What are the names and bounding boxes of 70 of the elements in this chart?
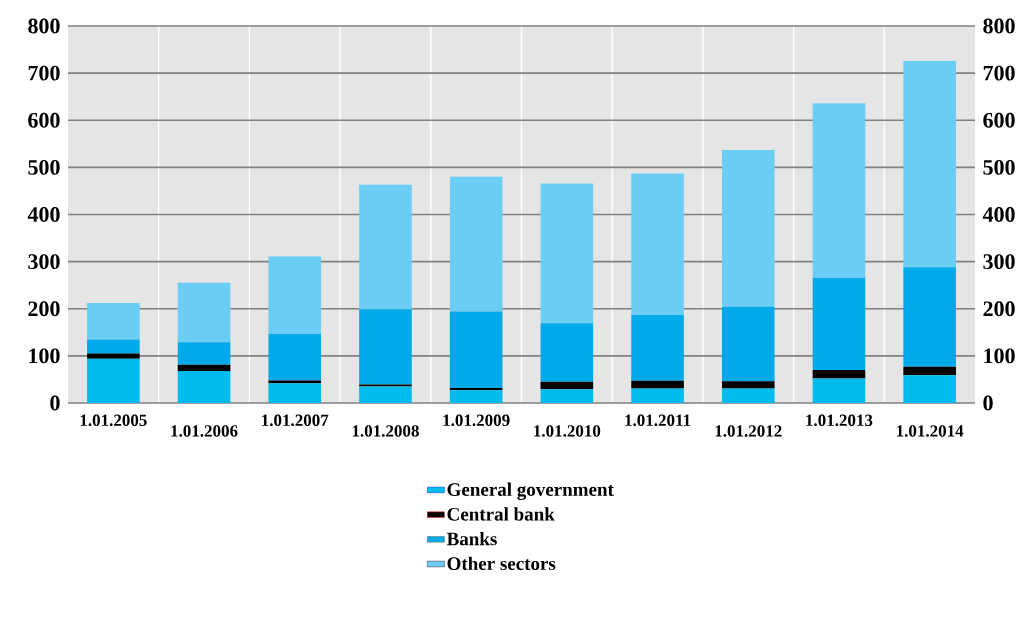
bar: [540, 323, 594, 382]
bar: [449, 311, 503, 388]
bar: [268, 333, 322, 381]
y2-tick-label: 0: [983, 395, 993, 411]
bar: [903, 375, 956, 403]
bar: [903, 60, 956, 268]
x-tick-label: 1.01.2011: [625, 414, 691, 427]
x-tick-label: 1.01.2014: [897, 425, 964, 437]
y-tick-label: 800: [28, 18, 60, 34]
bar: [268, 380, 322, 384]
y2-tick-label: 500: [983, 159, 1015, 175]
bar: [177, 370, 231, 403]
bar: [177, 282, 231, 343]
bar: [359, 309, 412, 385]
bar: [721, 388, 775, 403]
legend-label: Banks: [446, 531, 497, 546]
legend-label: General government: [447, 482, 614, 500]
bar: [903, 366, 956, 376]
bar: [359, 184, 412, 310]
bar: [631, 388, 684, 403]
bar: [87, 358, 140, 403]
y-tick-label: 500: [28, 159, 60, 175]
bar: [631, 314, 684, 381]
bar: [177, 364, 231, 371]
bar: [812, 277, 866, 371]
y2-tick-label: 700: [983, 65, 1015, 81]
bar: [87, 353, 140, 359]
x-tick-label: 1.01.2012: [715, 425, 782, 437]
y-tick-label: 400: [27, 207, 60, 222]
y-tick-label: 100: [29, 348, 60, 364]
bar: [268, 383, 322, 403]
bar: [903, 267, 956, 367]
bar: [449, 176, 503, 312]
y2-tick-label: 400: [982, 207, 1015, 222]
bar: [87, 303, 140, 340]
x-tick-label: 1.01.2008: [352, 425, 419, 437]
y2-tick-label: 300: [983, 254, 1015, 270]
y2-tick-label: 600: [983, 112, 1015, 128]
y-tick-label: 300: [28, 254, 60, 270]
y-tick-label: 200: [28, 301, 60, 317]
bar: [812, 370, 866, 379]
bar: [631, 380, 684, 389]
y2-tick-label: 200: [983, 301, 1015, 317]
x-tick-label: 1.01.2007: [262, 414, 329, 427]
y-tick-label: 600: [28, 112, 60, 128]
legend-label: Other sectors: [447, 556, 556, 571]
x-tick-label: 1.01.2009: [443, 414, 510, 427]
x-tick-label: 1.01.2010: [534, 425, 601, 437]
bar: [721, 149, 775, 307]
bar: [359, 386, 412, 403]
bar: [177, 342, 231, 365]
bar: [721, 381, 775, 389]
bar: [812, 378, 866, 403]
bar: [812, 103, 866, 278]
bar: [721, 306, 775, 382]
bar: [540, 389, 594, 403]
bar: [449, 390, 503, 403]
x-tick-label: 1.01.2013: [806, 414, 873, 427]
legend-label: Central bank: [447, 507, 555, 521]
bar: [540, 183, 594, 324]
y-tick-label: 700: [28, 65, 60, 81]
y2-tick-label: 800: [983, 18, 1015, 34]
bar: [87, 339, 140, 354]
y2-tick-label: 100: [984, 348, 1015, 364]
bar: [268, 256, 322, 334]
y-tick-label: 0: [50, 395, 60, 411]
x-tick-label: 1.01.2006: [171, 425, 238, 437]
bar: [540, 381, 594, 390]
bar: [631, 173, 684, 315]
x-tick-label: 1.01.2005: [80, 414, 147, 427]
